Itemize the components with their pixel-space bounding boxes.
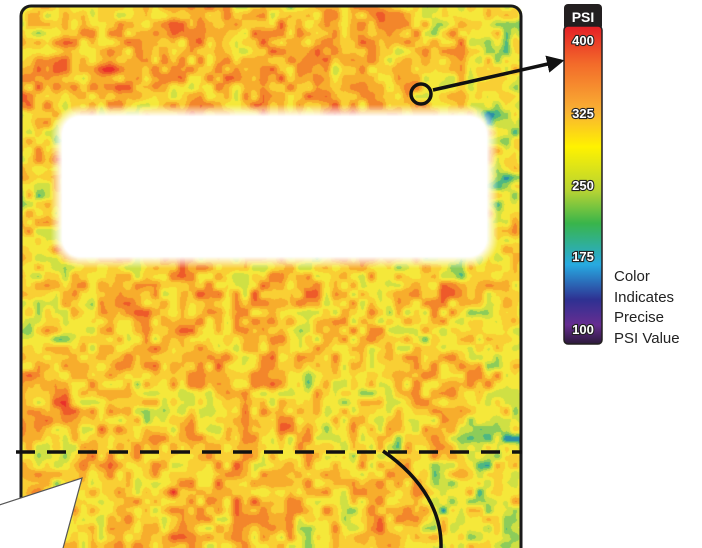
scale-tick-175: 175 — [572, 249, 594, 264]
legend-caption-line: Color — [614, 268, 650, 285]
legend-caption-line: Precise — [614, 309, 665, 326]
legend-caption-line: PSI Value — [614, 329, 680, 347]
pointer-arrow-icon — [432, 55, 565, 92]
scale-tick-250: 250 — [572, 178, 594, 193]
scale-tick-325: 325 — [572, 106, 594, 121]
scale-tick-100: 100 — [572, 322, 594, 337]
marker-ring-icon — [409, 82, 433, 106]
pressure-heat-map — [20, 6, 522, 548]
scale-tick-400: 400 — [572, 33, 594, 48]
scale-title: PSI — [572, 9, 595, 25]
plate-outline — [19, 4, 523, 548]
psi-color-bar — [563, 25, 603, 345]
curved-boundary-line — [382, 449, 443, 548]
legend-caption-line: Indicates — [614, 288, 675, 306]
callout-bubble — [0, 477, 83, 548]
scale-title-box — [564, 4, 602, 30]
legend-caption: Color Indicates Precise PSI Value — [614, 267, 702, 349]
